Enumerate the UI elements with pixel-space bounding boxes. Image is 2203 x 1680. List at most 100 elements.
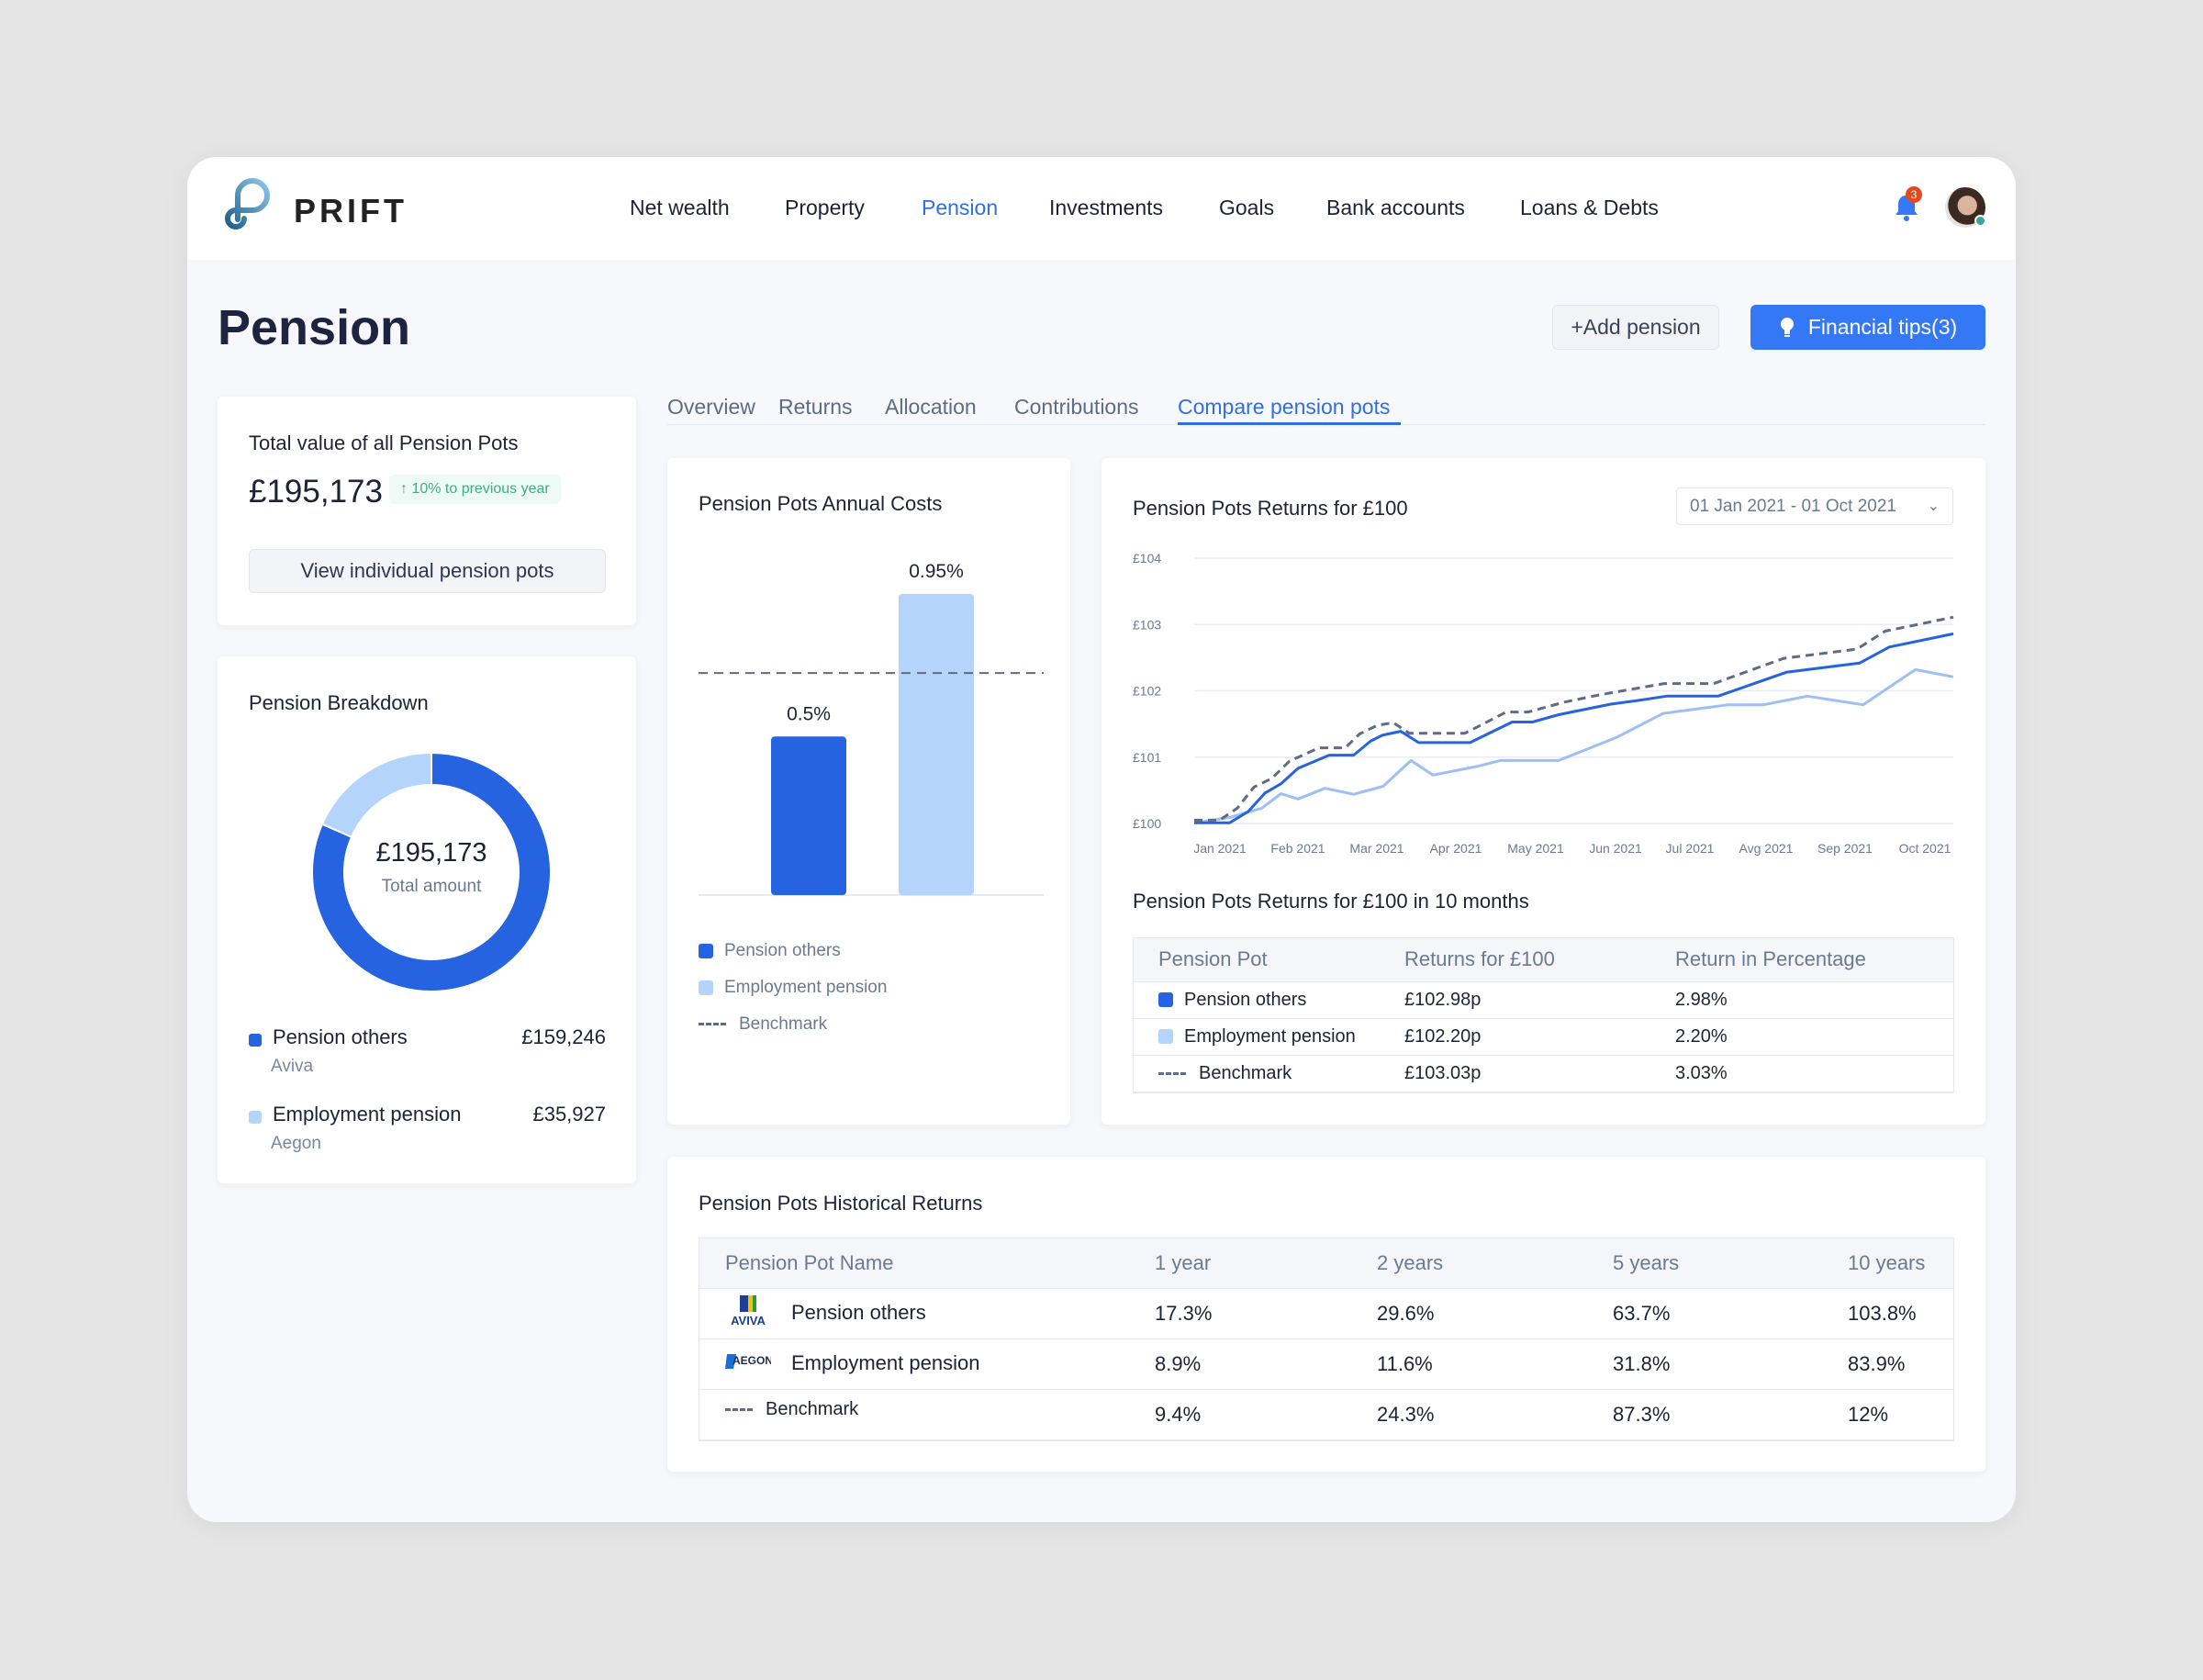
column-header: 10 years xyxy=(1848,1238,1953,1289)
brand-name: PRIFT xyxy=(294,192,408,230)
legend-dash xyxy=(725,1407,753,1411)
x-tick-label: May 2021 xyxy=(1507,841,1564,856)
bar-1 xyxy=(899,593,974,895)
x-tick-label: Mar 2021 xyxy=(1349,841,1403,856)
table-cell: 29.6% xyxy=(1377,1288,1613,1339)
y-tick-label: £102 xyxy=(1133,684,1161,699)
lightbulb-icon xyxy=(1780,317,1794,337)
series-line-pension-others xyxy=(1194,632,1954,824)
historical-table: Pension Pot Name 1 year 2 years 5 years … xyxy=(699,1238,1954,1441)
breakdown-item: Pension others £159,246 Aviva xyxy=(249,1025,606,1077)
notifications-button[interactable]: 3 xyxy=(1893,186,1922,223)
chevron-down-icon: ⌄ xyxy=(1927,498,1940,514)
tab-returns[interactable]: Returns xyxy=(778,395,853,419)
date-range-dropdown[interactable]: 01 Jan 2021 - 01 Oct 2021 ⌄ xyxy=(1676,487,1953,525)
bar-data-label: 0.5% xyxy=(787,703,831,724)
table-cell: Employment pension xyxy=(1134,1018,1404,1056)
table-row: AEGON Employment pension 8.9% 11.6% 31.8%… xyxy=(699,1338,1953,1390)
y-tick-label: £103 xyxy=(1133,617,1161,632)
returns-table-title: Pension Pots Returns for £100 in 10 mont… xyxy=(1133,890,1529,913)
legend-swatch xyxy=(699,980,713,995)
nav-goals[interactable]: Goals xyxy=(1219,196,1275,219)
historical-returns-card: Pension Pots Historical Returns Pension … xyxy=(667,1157,1985,1472)
add-pension-button[interactable]: +Add pension xyxy=(1552,305,1719,350)
logo[interactable]: PRIFT xyxy=(218,177,404,246)
table-row: Pension others £102.98p 2.98% xyxy=(1134,981,1953,1019)
svg-text:AVIVA: AVIVA xyxy=(731,1314,766,1327)
table-row: Benchmark £103.03p 3.03% xyxy=(1134,1055,1953,1092)
table-cell: Benchmark xyxy=(699,1389,1155,1440)
user-avatar[interactable] xyxy=(1945,187,1986,228)
table-cell: £102.98p xyxy=(1404,981,1675,1019)
y-tick-label: £104 xyxy=(1133,551,1161,566)
breakdown-item-provider: Aegon xyxy=(271,1134,321,1153)
legend-swatch xyxy=(249,1110,262,1124)
x-tick-label: Sep 2021 xyxy=(1817,841,1873,856)
table-header-row: Pension Pot Returns for £100 Return in P… xyxy=(1134,938,1953,982)
legend-pension-others: Pension others xyxy=(699,941,841,961)
x-tick-label: Oct 2021 xyxy=(1899,841,1951,856)
y-tick-label: £100 xyxy=(1133,816,1161,831)
tab-allocation[interactable]: Allocation xyxy=(885,395,977,419)
aviva-logo: AVIVA xyxy=(725,1294,791,1332)
legend-benchmark: Benchmark xyxy=(699,1014,827,1035)
breakdown-item: Employment pension £35,927 Aegon xyxy=(249,1103,606,1154)
tab-contributions[interactable]: Contributions xyxy=(1014,395,1139,419)
table-cell: Benchmark xyxy=(1134,1055,1404,1092)
pot-name: Pension others xyxy=(1184,989,1307,1010)
donut-center-label: Total amount xyxy=(381,877,482,896)
breakdown-item-name: Pension others xyxy=(273,1025,408,1048)
table-row: Employment pension £102.20p 2.20% xyxy=(1134,1018,1953,1056)
table-cell: 8.9% xyxy=(1155,1338,1377,1390)
tab-compare-pension-pots[interactable]: Compare pension pots xyxy=(1178,395,1391,419)
legend-swatch xyxy=(699,943,713,958)
nav-net-wealth[interactable]: Net wealth xyxy=(630,196,730,219)
table-cell: 3.03% xyxy=(1675,1055,1953,1092)
series-line-employment-pension xyxy=(1193,667,1954,824)
breakdown-item-value: £159,246 xyxy=(521,1025,606,1048)
nav-bank-accounts[interactable]: Bank accounts xyxy=(1326,196,1465,219)
table-header-row: Pension Pot Name 1 year 2 years 5 years … xyxy=(699,1238,1953,1289)
pot-name: Benchmark xyxy=(766,1398,859,1419)
svg-text:AEGON: AEGON xyxy=(732,1354,771,1367)
column-header: Pension Pot Name xyxy=(699,1238,1155,1289)
annual-costs-title: Pension Pots Annual Costs xyxy=(699,492,943,515)
nav-investments[interactable]: Investments xyxy=(1049,196,1163,219)
historical-title: Pension Pots Historical Returns xyxy=(699,1192,983,1215)
returns-card: Pension Pots Returns for £100 01 Jan 202… xyxy=(1102,458,1985,1125)
table-cell: 17.3% xyxy=(1155,1288,1377,1339)
financial-tips-button[interactable]: Financial tips(3) xyxy=(1750,305,1985,350)
legend-dash xyxy=(699,1023,726,1026)
aegon-logo: AEGON xyxy=(725,1352,791,1376)
column-header: 2 years xyxy=(1377,1238,1613,1289)
legend-label: Benchmark xyxy=(739,1014,828,1034)
table-cell: 83.9% xyxy=(1848,1338,1953,1390)
legend-swatch xyxy=(1158,1029,1173,1045)
x-tick-label: Avg 2021 xyxy=(1739,841,1794,856)
page-title: Pension xyxy=(218,300,411,355)
annual-costs-bar-chart: 0.5% 0.95% xyxy=(699,561,1044,896)
legend-swatch xyxy=(1158,992,1173,1008)
returns-table: Pension Pot Returns for £100 Return in P… xyxy=(1133,937,1954,1093)
table-cell: 103.8% xyxy=(1848,1288,1953,1339)
table-cell: 2.20% xyxy=(1675,1018,1953,1056)
total-value-label: Total value of all Pension Pots xyxy=(249,431,519,454)
column-header: 5 years xyxy=(1613,1238,1848,1289)
nav-loans-debts[interactable]: Loans & Debts xyxy=(1520,196,1659,219)
table-row: Benchmark 9.4% 24.3% 87.3% 12% xyxy=(699,1389,1953,1440)
table-cell: £102.20p xyxy=(1404,1018,1675,1056)
nav-pension[interactable]: Pension xyxy=(922,196,999,219)
pot-name: Employment pension xyxy=(1184,1025,1356,1047)
top-navbar: PRIFT Net wealth Property Pension Invest… xyxy=(187,157,2016,260)
table-cell: 31.8% xyxy=(1613,1338,1848,1390)
nav-property[interactable]: Property xyxy=(785,196,865,219)
series-line-benchmark xyxy=(1194,615,1954,822)
tab-overview[interactable]: Overview xyxy=(667,395,755,419)
app-window: PRIFT Net wealth Property Pension Invest… xyxy=(187,157,2016,1522)
table-cell: 12% xyxy=(1848,1389,1953,1440)
view-individual-pots-button[interactable]: View individual pension pots xyxy=(249,549,606,593)
pot-name: Employment pension xyxy=(791,1350,980,1374)
column-header: 1 year xyxy=(1155,1238,1377,1289)
x-tick-label: Jan 2021 xyxy=(1193,841,1247,856)
legend-label: Pension others xyxy=(724,941,841,960)
